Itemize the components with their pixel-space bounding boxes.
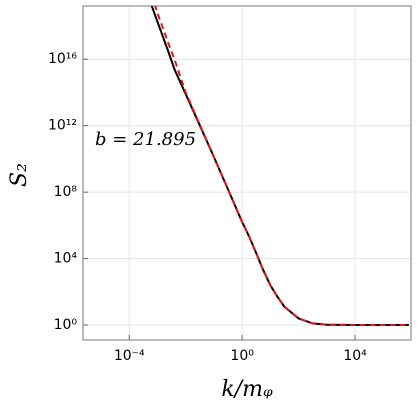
y-tick-label: 10⁰ bbox=[54, 317, 78, 333]
annotation: b = 21.895 bbox=[95, 129, 196, 150]
plot-area bbox=[150, 6, 409, 327]
y-axis-label: S₂ bbox=[7, 163, 32, 187]
plot-frame bbox=[82, 5, 412, 341]
y-tick-label: 10⁴ bbox=[54, 251, 78, 267]
x-tick-label: 10⁻⁴ bbox=[114, 348, 145, 364]
line bbox=[154, 6, 409, 327]
y-tick-label: 10¹⁶ bbox=[48, 51, 77, 67]
x-tick-label: 10⁴ bbox=[343, 348, 367, 364]
x-axis-label: k/mᵩ bbox=[221, 377, 273, 402]
x-tick-label: 10⁰ bbox=[230, 348, 254, 364]
y-tick-label: 10¹² bbox=[48, 118, 77, 134]
y-tick-label: 10⁸ bbox=[54, 184, 78, 200]
